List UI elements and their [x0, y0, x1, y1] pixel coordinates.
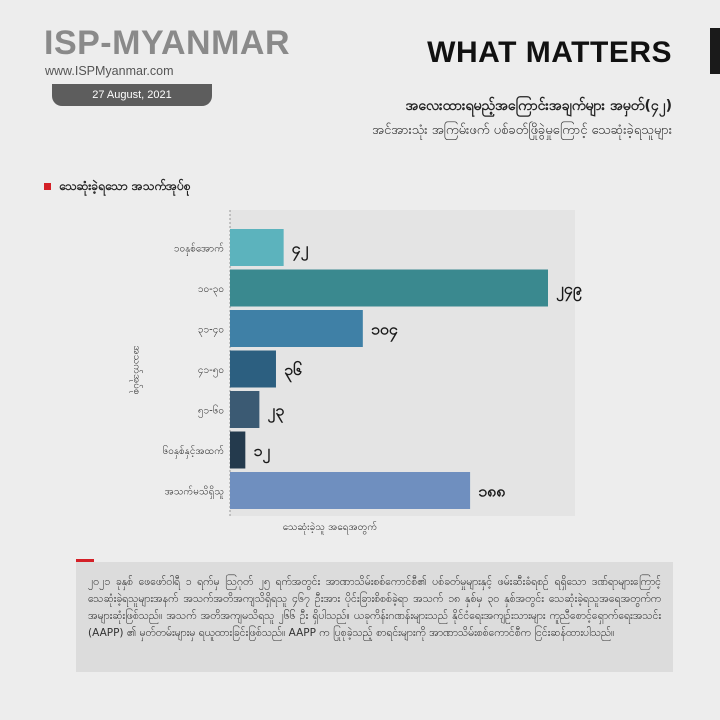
category-label: ၆၀နှစ်နှင့်အထက်: [163, 444, 224, 459]
y-axis-title: အသက်အုပ်စု: [129, 345, 144, 394]
category-label: ၅၁-၆၀: [198, 404, 224, 419]
footnote-box: ၂၀၂၁ ခုနှစ် ဖေဖော်ဝါရီ ၁ ရက်မှ ဩဂုတ် ၂၅ …: [76, 559, 673, 672]
category-label: အသက်မသိရှိသူ: [165, 485, 224, 500]
chart-legend: သေဆုံးခဲ့ရသော အသက်အုပ်စု: [44, 178, 191, 196]
category-label: ၁၀နှစ်အောက်: [174, 242, 224, 257]
plot-area: [230, 210, 575, 516]
bar: [230, 350, 276, 388]
accent-bar: [710, 28, 720, 74]
x-axis-title: သေဆုံးခဲ့သူ အရေအတွက်: [283, 520, 377, 535]
value-label: ၂၄၉: [556, 279, 582, 302]
date-label: 27 August, 2021: [92, 89, 172, 101]
category-label: ၄၁-၅၀: [198, 365, 224, 378]
bar: [230, 391, 260, 428]
value-label: ၁၈၈: [478, 482, 506, 501]
value-label: ၃၆: [284, 360, 302, 383]
footnote-text: ၂၀၂၁ ခုနှစ် ဖေဖော်ဝါရီ ၁ ရက်မှ ဩဂုတ် ၂၅ …: [88, 576, 661, 639]
value-label: ၁၂: [253, 441, 270, 464]
legend-label: သေဆုံးခဲ့ရသော အသက်အုပ်စု: [59, 179, 191, 193]
value-label: ၂၃: [267, 401, 284, 424]
page-subtitle: အင်အားသုံး အကြမ်းဖက် ပစ်ခတ်ဖြိုခွဲမှုကြေ…: [372, 123, 672, 138]
value-label: ၄၂: [292, 239, 309, 262]
footnote-accent: [76, 559, 94, 562]
category-label: ၃၁-၄၀: [198, 325, 224, 338]
date-bar: 27 August, 2021: [52, 84, 212, 106]
value-label: ၁၀၄: [371, 320, 398, 343]
site-url: www.ISPMyanmar.com: [45, 64, 174, 78]
logo: ISP-MYANMAR: [44, 24, 291, 62]
page-title: အလေးထားရမည့်အကြောင်းအချက်များ အမှတ်(၄၂): [405, 98, 672, 114]
bar: [230, 229, 284, 266]
bar: [230, 431, 246, 469]
category-label: ၁၀-၃၀: [198, 284, 224, 297]
wordmark: WHAT MATTERS: [427, 36, 672, 69]
legend-marker: [44, 183, 51, 190]
bar: [230, 269, 548, 307]
bar: [230, 310, 363, 347]
bar: [230, 472, 471, 509]
